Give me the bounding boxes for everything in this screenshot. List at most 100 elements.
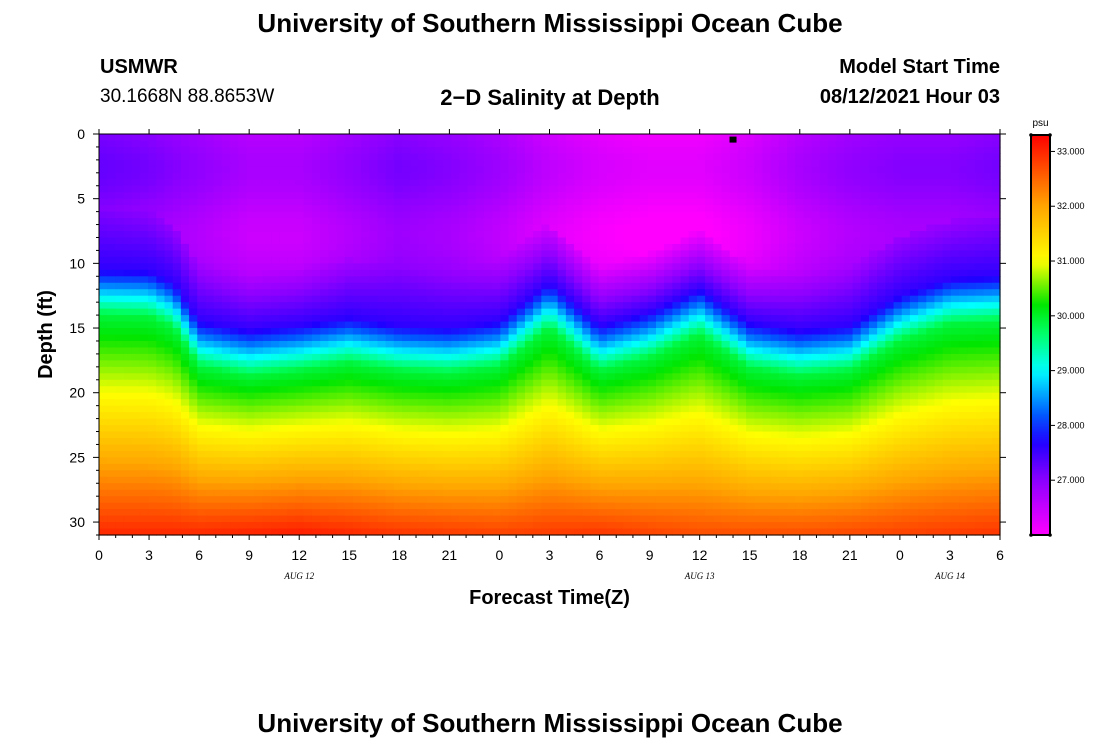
heatmap-cell	[664, 366, 673, 374]
heatmap-cell	[344, 379, 354, 387]
heatmap-cell	[500, 231, 510, 239]
heatmap-cell	[565, 412, 575, 420]
heatmap-cell	[402, 366, 411, 374]
heatmap-cell	[402, 153, 411, 161]
heatmap-cell	[508, 522, 518, 530]
heatmap-cell	[172, 489, 182, 497]
heatmap-cell	[213, 185, 223, 193]
heatmap-cell	[516, 192, 526, 200]
heatmap-cell	[598, 134, 608, 142]
heatmap-cell	[205, 243, 215, 252]
heatmap-cell	[180, 276, 190, 284]
heatmap-cell	[205, 399, 215, 407]
heatmap-cell	[164, 353, 174, 361]
heatmap-cell	[320, 243, 329, 252]
heatmap-cell	[328, 425, 338, 433]
heatmap-cell	[254, 224, 264, 232]
heatmap-cell	[434, 483, 444, 491]
heatmap-cell	[451, 263, 460, 271]
heatmap-cell	[279, 334, 288, 342]
heatmap-cell	[459, 315, 469, 323]
heatmap-cell	[508, 302, 518, 310]
heatmap-cell	[631, 515, 641, 523]
heatmap-cell	[467, 405, 477, 413]
heatmap-cell	[156, 256, 166, 264]
heatmap-cell	[402, 243, 411, 252]
heatmap-cell	[549, 218, 559, 226]
heatmap-cell	[271, 340, 280, 349]
heatmap-cell	[230, 353, 239, 361]
heatmap-cell	[377, 146, 387, 155]
heatmap-cell	[606, 250, 616, 258]
heatmap-cell	[254, 185, 264, 193]
heatmap-cell	[156, 496, 166, 504]
heatmap-cell	[148, 276, 157, 284]
heatmap-cell	[451, 172, 460, 180]
heatmap-cell	[655, 476, 665, 484]
heatmap-cell	[631, 509, 641, 517]
heatmap-cell	[197, 373, 207, 381]
heatmap-cell	[385, 431, 395, 439]
heatmap-cell	[492, 205, 501, 213]
heatmap-cell	[410, 224, 420, 232]
heatmap-cell	[221, 308, 231, 316]
heatmap-cell	[311, 340, 321, 349]
heatmap-cell	[696, 334, 706, 342]
heatmap-cell	[606, 334, 616, 342]
heatmap-cell	[303, 237, 313, 245]
heatmap-cell	[680, 366, 690, 374]
heatmap-cell	[271, 457, 280, 465]
heatmap-cell	[254, 425, 264, 433]
heatmap-cell	[500, 431, 510, 439]
heatmap-cell	[696, 282, 706, 290]
heatmap-cell	[402, 302, 411, 310]
heatmap-cell	[549, 502, 559, 510]
heatmap-cell	[230, 328, 239, 336]
heatmap-cell	[402, 269, 411, 277]
heatmap-cell	[598, 366, 608, 374]
heatmap-cell	[492, 386, 501, 394]
heatmap-cell	[565, 192, 575, 200]
heatmap-cell	[369, 366, 379, 374]
heatmap-cell	[262, 321, 272, 329]
heatmap-cell	[139, 282, 149, 290]
heatmap-cell	[516, 302, 526, 310]
heatmap-cell	[459, 386, 469, 394]
heatmap-cell	[680, 502, 690, 510]
heatmap-cell	[205, 263, 215, 271]
heatmap-cell	[197, 418, 207, 426]
heatmap-cell	[664, 308, 673, 316]
heatmap-cell	[246, 134, 256, 142]
heatmap-cell	[148, 470, 157, 478]
heatmap-cell	[303, 134, 313, 142]
heatmap-cell	[565, 502, 575, 510]
heatmap-cell	[549, 205, 559, 213]
heatmap-cell	[582, 269, 592, 277]
heatmap-cell	[320, 146, 329, 155]
heatmap-cell	[615, 463, 624, 471]
heatmap-cell	[221, 269, 231, 277]
heatmap-cell	[492, 276, 501, 284]
heatmap-cell	[320, 231, 329, 239]
heatmap-cell	[189, 340, 198, 349]
heatmap-cell	[524, 153, 534, 161]
heatmap-cell	[696, 321, 706, 329]
heatmap-cell	[434, 437, 444, 446]
heatmap-cell	[148, 431, 157, 439]
heatmap-cell	[680, 269, 690, 277]
heatmap-cell	[213, 450, 223, 458]
heatmap-cell	[361, 198, 370, 206]
heatmap-cell	[623, 437, 633, 446]
heatmap-cell	[385, 198, 395, 206]
heatmap-cell	[230, 431, 239, 439]
heatmap-cell	[295, 211, 305, 219]
heatmap-cell	[623, 476, 633, 484]
heatmap-cell	[344, 134, 354, 142]
heatmap-cell	[729, 289, 739, 297]
heatmap-cell	[271, 231, 280, 239]
heatmap-cell	[508, 366, 518, 374]
heatmap-cell	[279, 450, 288, 458]
heatmap-cell	[483, 373, 493, 381]
heatmap-cell	[655, 269, 665, 277]
heatmap-cell	[393, 179, 403, 187]
